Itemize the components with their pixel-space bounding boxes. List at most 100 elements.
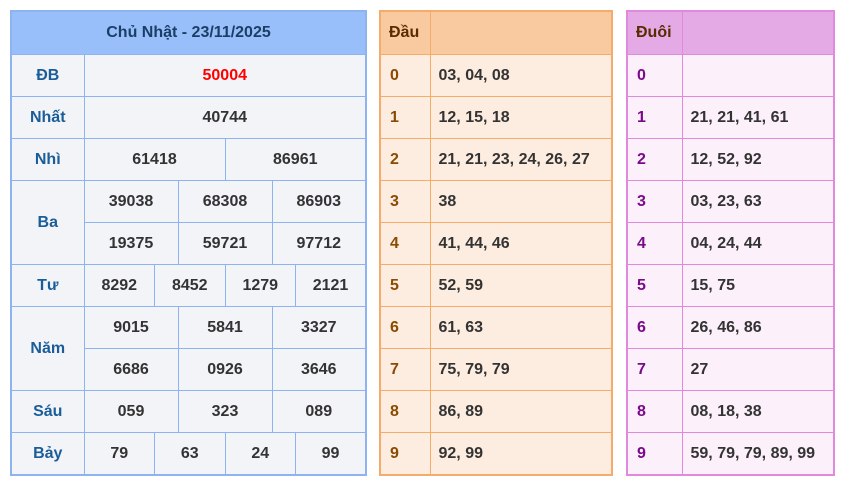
prize-label: Nhất: [10, 96, 85, 139]
prize-value: 63: [154, 432, 226, 476]
prize-value: 24: [224, 432, 296, 476]
table-row: 19375 59721 97712: [11, 222, 367, 265]
dau-values: 41, 44, 46: [429, 222, 613, 265]
prize-label: Ba: [10, 180, 85, 265]
duoi-key: 2: [626, 138, 683, 181]
table-row: Ba 39038 68308 86903: [10, 180, 367, 265]
prize-value: 86961: [224, 138, 367, 181]
table-row: Nhất 40744: [10, 96, 367, 139]
dau-values: 92, 99: [429, 432, 613, 476]
prize-value: 40744: [83, 96, 367, 139]
dau-key: 6: [379, 306, 431, 349]
prize-value: 8292: [83, 264, 155, 307]
prize-value: 3327: [271, 306, 367, 349]
table-row: Năm 9015 5841 3327: [10, 306, 367, 391]
table-row: 3 03, 23, 63: [626, 180, 835, 223]
dau-key: 3: [379, 180, 431, 223]
dau-values: 52, 59: [429, 264, 613, 307]
table-row: 6686 0926 3646: [11, 348, 367, 391]
duoi-key: 8: [626, 390, 683, 433]
prize-value: 39038: [83, 180, 179, 223]
special-prize-value: 50004: [83, 54, 367, 97]
duoi-values: 26, 46, 86: [681, 306, 835, 349]
table-row: 7 75, 79, 79: [379, 348, 613, 391]
table-row: 1 21, 21, 41, 61: [626, 96, 835, 139]
dau-values: 86, 89: [429, 390, 613, 433]
prize-value: 86903: [271, 180, 367, 223]
table-row: 9 92, 99: [379, 432, 613, 476]
duoi-key: 3: [626, 180, 683, 223]
prize-label: Tư: [10, 264, 85, 307]
duoi-header: Đuôi: [626, 10, 683, 55]
table-row: 6 61, 63: [379, 306, 613, 349]
prize-value: 8452: [154, 264, 226, 307]
prize-label: Bảy: [10, 432, 85, 476]
prize-value: 68308: [177, 180, 273, 223]
duoi-values: 59, 79, 79, 89, 99: [681, 432, 835, 476]
table-row: 2 12, 52, 92: [626, 138, 835, 181]
dau-key: 8: [379, 390, 431, 433]
prize-value: 3646: [271, 348, 367, 391]
prize-value: 059: [83, 390, 179, 433]
prize-value: 97712: [271, 222, 367, 265]
dau-values: 75, 79, 79: [429, 348, 613, 391]
prize-value: 61418: [83, 138, 226, 181]
dau-key: 0: [379, 54, 431, 97]
prize-value: 9015: [83, 306, 179, 349]
duoi-values: 12, 52, 92: [681, 138, 835, 181]
duoi-key: 4: [626, 222, 683, 265]
dau-key: 2: [379, 138, 431, 181]
dau-key: 1: [379, 96, 431, 139]
duoi-values: 27: [681, 348, 835, 391]
table-row: 6 26, 46, 86: [626, 306, 835, 349]
dau-key: 5: [379, 264, 431, 307]
table-row: Tư 8292 8452 1279 2121: [10, 264, 367, 307]
duoi-values: 15, 75: [681, 264, 835, 307]
prize-value: 1279: [224, 264, 296, 307]
dau-values: 21, 21, 23, 24, 26, 27: [429, 138, 613, 181]
duoi-key: 9: [626, 432, 683, 476]
prize-value: 79: [83, 432, 155, 476]
dau-values: 03, 04, 08: [429, 54, 613, 97]
prize-label: Sáu: [10, 390, 85, 433]
dau-header: Đầu: [379, 10, 431, 55]
prize-value: 6686: [83, 348, 179, 391]
table-row: Bảy 79 63 24 99: [10, 432, 367, 476]
table-row: 1 12, 15, 18: [379, 96, 613, 139]
dau-key: 4: [379, 222, 431, 265]
dau-key: 7: [379, 348, 431, 391]
duoi-values: 03, 23, 63: [681, 180, 835, 223]
table-row: 7 27: [626, 348, 835, 391]
table-row: 0 03, 04, 08: [379, 54, 613, 97]
duoi-key: 6: [626, 306, 683, 349]
dau-key: 9: [379, 432, 431, 476]
prize-label: Nhì: [10, 138, 85, 181]
prize-value: 59721: [177, 222, 273, 265]
duoi-values: 04, 24, 44: [681, 222, 835, 265]
duoi-table: Đuôi 0 1 21, 21, 41, 61 2 12, 52, 92 3 03, 23, …: [626, 10, 835, 476]
prize-label: Năm: [10, 306, 85, 391]
duoi-key: 5: [626, 264, 683, 307]
dau-values: 38: [429, 180, 613, 223]
duoi-key: 7: [626, 348, 683, 391]
prize-value: 089: [271, 390, 367, 433]
duoi-key: 0: [626, 54, 683, 97]
prize-value: 19375: [83, 222, 179, 265]
table-row: ĐB 50004: [10, 54, 367, 97]
prize-label: ĐB: [10, 54, 85, 97]
prize-value: 323: [177, 390, 273, 433]
table-row: 9 59, 79, 79, 89, 99: [626, 432, 835, 476]
table-row: 3 38: [379, 180, 613, 223]
results-table: Chủ Nhật - 23/11/2025 ĐB 50004 Nhất 40744 …: [10, 10, 367, 476]
duoi-values: 08, 18, 38: [681, 390, 835, 433]
duoi-values: [681, 54, 835, 97]
table-row: 4 04, 24, 44: [626, 222, 835, 265]
table-row: 0: [626, 54, 835, 97]
results-title: Chủ Nhật - 23/11/2025: [10, 10, 367, 55]
prize-value: 99: [295, 432, 367, 476]
dau-values: 61, 63: [429, 306, 613, 349]
prize-value: 2121: [295, 264, 367, 307]
table-row: 2 21, 21, 23, 24, 26, 27: [379, 138, 613, 181]
table-row: Nhì 61418 86961: [10, 138, 367, 181]
duoi-values: 21, 21, 41, 61: [681, 96, 835, 139]
